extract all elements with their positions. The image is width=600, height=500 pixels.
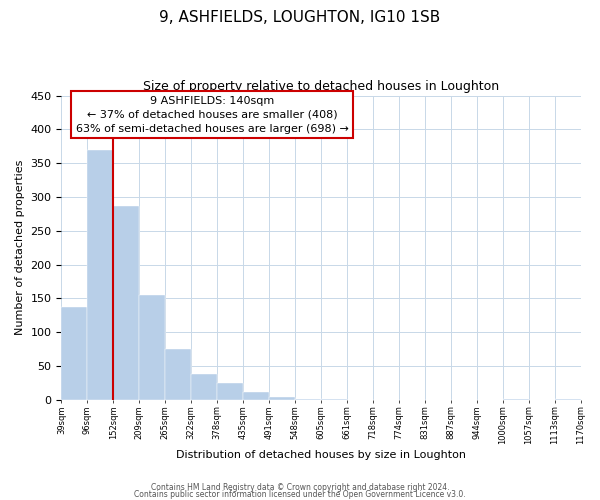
- X-axis label: Distribution of detached houses by size in Loughton: Distribution of detached houses by size …: [176, 450, 466, 460]
- Bar: [321, 399, 347, 400]
- Bar: [113, 206, 139, 400]
- Bar: [243, 392, 269, 400]
- Bar: [554, 399, 581, 400]
- Title: Size of property relative to detached houses in Loughton: Size of property relative to detached ho…: [143, 80, 499, 93]
- Y-axis label: Number of detached properties: Number of detached properties: [15, 160, 25, 336]
- Bar: [269, 396, 295, 400]
- Bar: [503, 399, 529, 400]
- Bar: [295, 398, 321, 400]
- Text: 9, ASHFIELDS, LOUGHTON, IG10 1SB: 9, ASHFIELDS, LOUGHTON, IG10 1SB: [160, 10, 440, 25]
- Text: 9 ASHFIELDS: 140sqm
← 37% of detached houses are smaller (408)
63% of semi-detac: 9 ASHFIELDS: 140sqm ← 37% of detached ho…: [76, 96, 349, 134]
- Text: Contains public sector information licensed under the Open Government Licence v3: Contains public sector information licen…: [134, 490, 466, 499]
- Bar: [61, 306, 88, 400]
- Text: Contains HM Land Registry data © Crown copyright and database right 2024.: Contains HM Land Registry data © Crown c…: [151, 484, 449, 492]
- Bar: [217, 383, 243, 400]
- Bar: [191, 374, 217, 400]
- Bar: [139, 295, 165, 400]
- Bar: [165, 349, 191, 400]
- Bar: [88, 150, 113, 400]
